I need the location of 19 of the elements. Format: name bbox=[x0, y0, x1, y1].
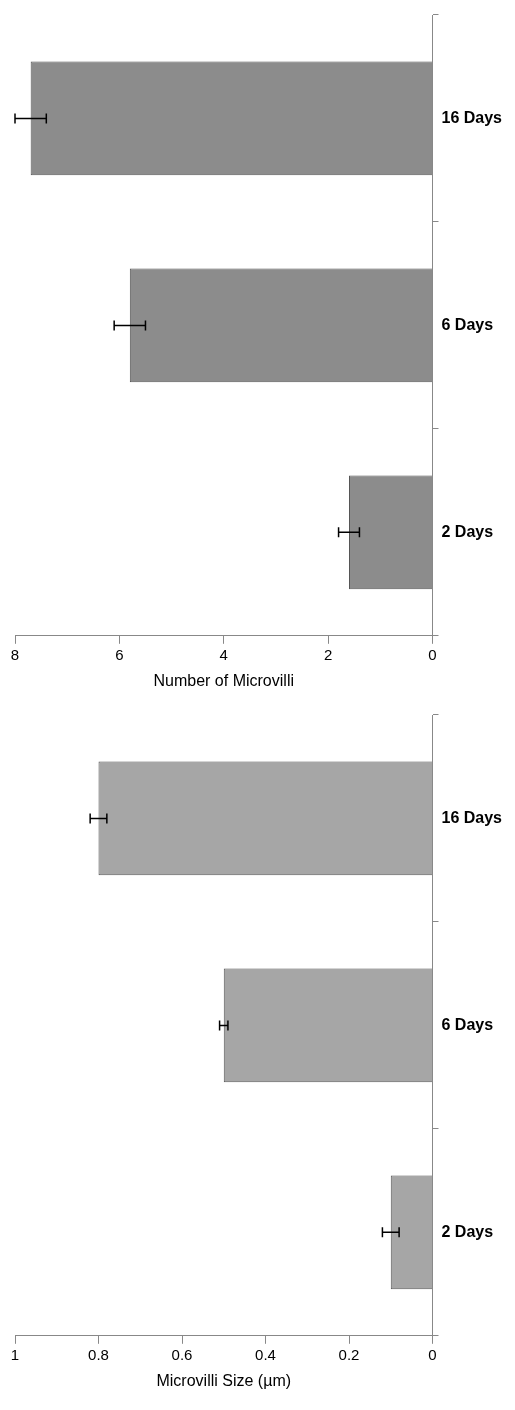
x-axis-title: Number of Microvilli bbox=[153, 671, 294, 689]
y-tick-label: 2 Days bbox=[441, 1222, 494, 1240]
x-tick-label: 0.8 bbox=[88, 1345, 109, 1363]
x-tick-label: 6 bbox=[115, 645, 124, 663]
x-tick-label: 0.6 bbox=[171, 1345, 193, 1363]
y-tick-label: 16 Days bbox=[441, 108, 503, 126]
x-tick-label: 0 bbox=[428, 645, 437, 663]
x-tick-label: 0.4 bbox=[255, 1345, 276, 1363]
x-axis-title: Microvilli Size (µm) bbox=[156, 1371, 292, 1389]
y-tick-label: 2 Days bbox=[441, 522, 494, 540]
x-tick-label: 1 bbox=[10, 1345, 20, 1363]
x-tick-label: 0.2 bbox=[338, 1345, 360, 1363]
y-tick-label: 6 Days bbox=[441, 1015, 494, 1033]
y-tick-label: 16 Days bbox=[441, 808, 503, 826]
x-tick-label: 0 bbox=[428, 1345, 437, 1363]
y-tick-label: 6 Days bbox=[441, 315, 494, 333]
x-tick-label: 2 bbox=[323, 645, 333, 663]
x-tick-label: 4 bbox=[219, 645, 228, 663]
x-tick-label: 8 bbox=[10, 645, 20, 663]
